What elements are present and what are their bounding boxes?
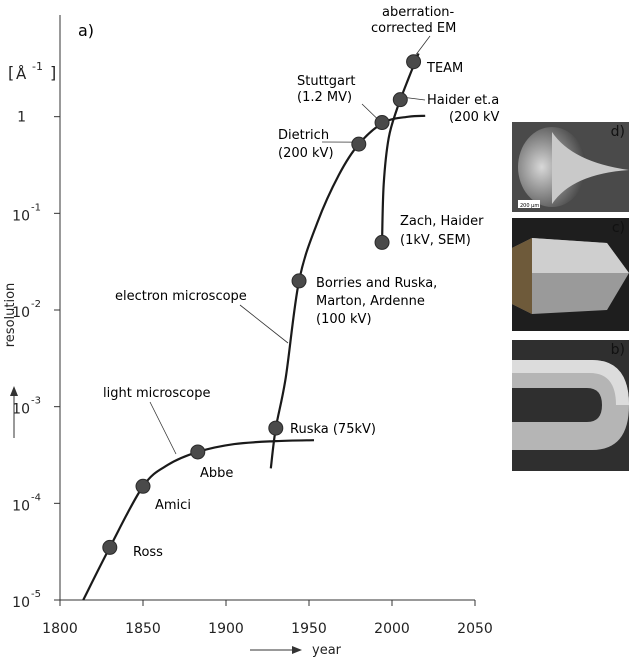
dietrich-label-line1: Dietrich bbox=[278, 128, 329, 143]
x-axis-label: year bbox=[312, 643, 342, 658]
haider-label-line2: (200 kV) bbox=[449, 110, 500, 125]
haider-label-line1: Haider et.al bbox=[427, 93, 500, 108]
light-microscope-label: light microscope bbox=[103, 386, 211, 401]
x-tick-label: 1900 bbox=[208, 621, 244, 637]
x-tick-label: 2000 bbox=[374, 621, 410, 637]
aberration-label-line1: aberration- bbox=[382, 5, 455, 20]
panel-a-label: a) bbox=[78, 21, 94, 40]
ruska-label: Ruska (75kV) bbox=[290, 422, 376, 437]
panel-b-label: b) bbox=[611, 342, 625, 358]
y-axis-label: resolution bbox=[3, 283, 18, 348]
stuttgart-label-line1: Stuttgart bbox=[297, 74, 355, 89]
point-ruska-75kv bbox=[269, 421, 283, 435]
zach-label-line1: Zach, Haider bbox=[400, 214, 484, 229]
aberration-label-line2: corrected EM bbox=[371, 21, 456, 36]
x-tick-label: 1950 bbox=[291, 621, 327, 637]
borries-label-line3: (100 kV) bbox=[316, 312, 372, 327]
sem-micrograph-d: 200 µm d) bbox=[512, 122, 629, 212]
y-unit-bracket-open: [ bbox=[8, 63, 14, 82]
panel-c-label: c) bbox=[612, 220, 625, 236]
dietrich-label-line2: (200 kV) bbox=[278, 146, 334, 161]
sem-micrograph-c: c) bbox=[512, 218, 629, 331]
ross-label: Ross bbox=[133, 545, 163, 560]
curves bbox=[83, 54, 425, 600]
x-tick-label: 1800 bbox=[42, 621, 78, 637]
sem-micrograph-b: b) bbox=[512, 340, 629, 471]
leader-electron-microscope bbox=[240, 305, 288, 343]
y-unit-bracket-close: ] bbox=[50, 63, 56, 82]
x-tick-label: 2050 bbox=[457, 621, 493, 637]
y-tick-label: 10 bbox=[12, 402, 30, 418]
borries-label-line2: Marton, Ardenne bbox=[316, 294, 425, 309]
y-tick-label: 10 bbox=[12, 595, 30, 611]
y-tick-exponent: -3 bbox=[31, 396, 41, 407]
electron-microscope-label: electron microscope bbox=[115, 289, 247, 304]
y-unit-symbol: Å bbox=[16, 64, 27, 83]
y-tick-exponent: -5 bbox=[31, 589, 41, 600]
point-team bbox=[407, 55, 421, 69]
annotations: a) aberration- corrected EM TEAM Stuttga… bbox=[78, 5, 500, 560]
panel-d-label: d) bbox=[611, 124, 625, 140]
curve-electron-microscope bbox=[271, 116, 425, 469]
abbe-label: Abbe bbox=[200, 466, 233, 481]
x-tick-label: 1850 bbox=[125, 621, 161, 637]
team-label: TEAM bbox=[426, 61, 463, 76]
y-tick-label: 1 bbox=[17, 110, 26, 126]
y-tick-label: 10 bbox=[12, 498, 30, 514]
point-ross bbox=[103, 540, 117, 554]
y-tick-exponent: -1 bbox=[31, 202, 41, 213]
y-tick-exponent: -4 bbox=[31, 492, 41, 503]
leader-light-microscope bbox=[150, 402, 176, 454]
y-unit-exponent: -1 bbox=[32, 60, 43, 73]
point-borries-and-ruska-marton-ardenne-100-kv bbox=[292, 274, 306, 288]
point-amici bbox=[136, 479, 150, 493]
borries-label-line1: Borries and Ruska, bbox=[316, 276, 437, 291]
point-haider-et-al-200-kv bbox=[393, 93, 407, 107]
leader-haider bbox=[406, 98, 425, 100]
zach-label-line2: (1kV, SEM) bbox=[400, 233, 471, 248]
y-tick-exponent: -2 bbox=[31, 299, 41, 310]
scale-bar-label: 200 µm bbox=[520, 203, 539, 209]
x-axis-arrow-head bbox=[292, 646, 302, 654]
point-stuttgart-1-2-mv bbox=[375, 116, 389, 130]
stuttgart-label-line2: (1.2 MV) bbox=[297, 90, 352, 105]
tip-image-b bbox=[512, 340, 629, 471]
point-abbe bbox=[191, 445, 205, 459]
amici-label: Amici bbox=[155, 498, 191, 513]
y-axis-arrow-head bbox=[10, 386, 18, 396]
point-zach-haider-1kv-sem bbox=[375, 235, 389, 249]
curve-light-microscope bbox=[83, 440, 314, 600]
leader-stuttgart bbox=[362, 104, 377, 119]
y-tick-label: 10 bbox=[12, 208, 30, 224]
point-dietrich-200-kv bbox=[352, 137, 366, 151]
